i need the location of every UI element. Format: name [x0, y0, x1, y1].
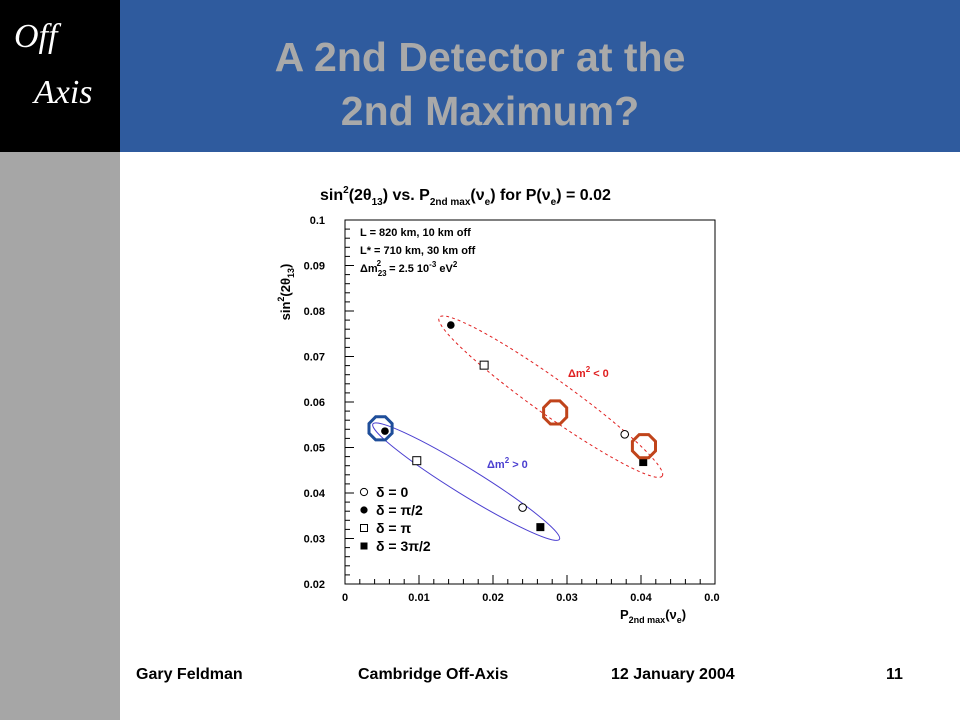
series-label-normal: Δm2 > 0 — [487, 456, 528, 471]
series-contour-inverted — [438, 315, 664, 478]
param-line-3: Δm232 = 2.5 10-3 eV2 — [360, 259, 458, 278]
x-tick-label: 0.03 — [556, 592, 577, 604]
y-tick-label: 0.02 — [304, 579, 325, 591]
legend-label-delta-0: δ = 0 — [376, 484, 408, 500]
legend: δ = 0 δ = π/2 δ = π δ = 3π/2 — [359, 484, 431, 554]
x-tick-label: 0.01 — [408, 592, 429, 604]
param-line-1: L = 820 km, 10 km off — [360, 227, 471, 239]
octagon-highlight-marker — [367, 415, 394, 442]
y-tick-label: 0.07 — [304, 352, 325, 364]
footer-author: Gary Feldman — [136, 666, 243, 683]
octagon-highlight-marker — [630, 433, 657, 460]
title-bar: A 2nd Detector at the 2nd Maximum? — [120, 0, 960, 152]
data-point-filled-circle — [381, 427, 389, 435]
chart-title: sin2(2θ13) vs. P2nd max(νe) for P(νe) = … — [320, 185, 611, 208]
x-tick-label: 0 — [342, 592, 348, 604]
data-point-filled-square — [536, 523, 545, 532]
slide-title-line1: A 2nd Detector at the — [274, 34, 686, 80]
y-tick-label: 0.08 — [304, 306, 325, 318]
y-tick-label: 0.05 — [304, 443, 325, 455]
legend-label-delta-pi-over-2: δ = π/2 — [376, 502, 423, 518]
points-layer — [381, 321, 648, 532]
legend-marker-filled-circle — [360, 506, 368, 514]
x-tick-label: 0.02 — [482, 592, 503, 604]
legend-marker-open-circle — [359, 487, 369, 497]
y-tick-label: 0.03 — [304, 534, 325, 546]
data-point-open-circle — [518, 503, 527, 512]
logo-text-axis: Axis — [34, 74, 93, 111]
data-point-open-square — [479, 360, 489, 370]
highlight-layer — [367, 399, 657, 460]
scatter-chart: sin2(2θ13) vs. P2nd max(νe) for P(νe) = … — [276, 185, 720, 625]
data-point-filled-square — [639, 458, 648, 467]
y-axis: 0.02 0.03 0.04 0.05 0.06 0.07 0.08 0.09 0.1 — [304, 215, 354, 591]
y-tick-label: 0.1 — [310, 215, 325, 227]
footer-date: 12 January 2004 — [611, 666, 735, 683]
data-point-open-square — [412, 456, 422, 466]
x-tick-label: 0.04 — [630, 592, 652, 604]
data-point-filled-circle — [447, 321, 455, 329]
legend-marker-filled-square — [360, 542, 368, 550]
y-tick-label: 0.04 — [304, 488, 326, 500]
y-axis-label: sin2(2θ13) — [276, 264, 296, 321]
series-contour-normal — [372, 422, 561, 541]
octagon-highlight-marker — [542, 399, 569, 426]
legend-label-delta-3pi-over-2: δ = 3π/2 — [376, 538, 431, 554]
slide-title-line2: 2nd Maximum? — [340, 88, 640, 134]
legend-label-delta-pi: δ = π — [376, 520, 411, 536]
logo-text-off: Off — [14, 18, 58, 55]
side-bar — [0, 152, 120, 720]
param-line-2: L* = 710 km, 30 km off — [360, 245, 476, 257]
x-tick-label: 0.05 — [704, 592, 720, 604]
off-axis-logo: Off Axis — [0, 0, 120, 152]
page-number: 11 — [886, 666, 903, 683]
footer-event: Cambridge Off-Axis — [358, 666, 509, 683]
x-axis-label: P2nd max(νe) — [620, 607, 686, 625]
y-tick-label: 0.09 — [304, 261, 325, 273]
series-label-inverted: Δm2 < 0 — [568, 365, 609, 380]
legend-marker-open-square — [360, 524, 368, 532]
data-point-open-circle — [620, 430, 630, 439]
x-axis: 0 0.01 0.02 0.03 0.04 0.05 — [342, 575, 720, 604]
y-tick-label: 0.06 — [304, 397, 325, 409]
